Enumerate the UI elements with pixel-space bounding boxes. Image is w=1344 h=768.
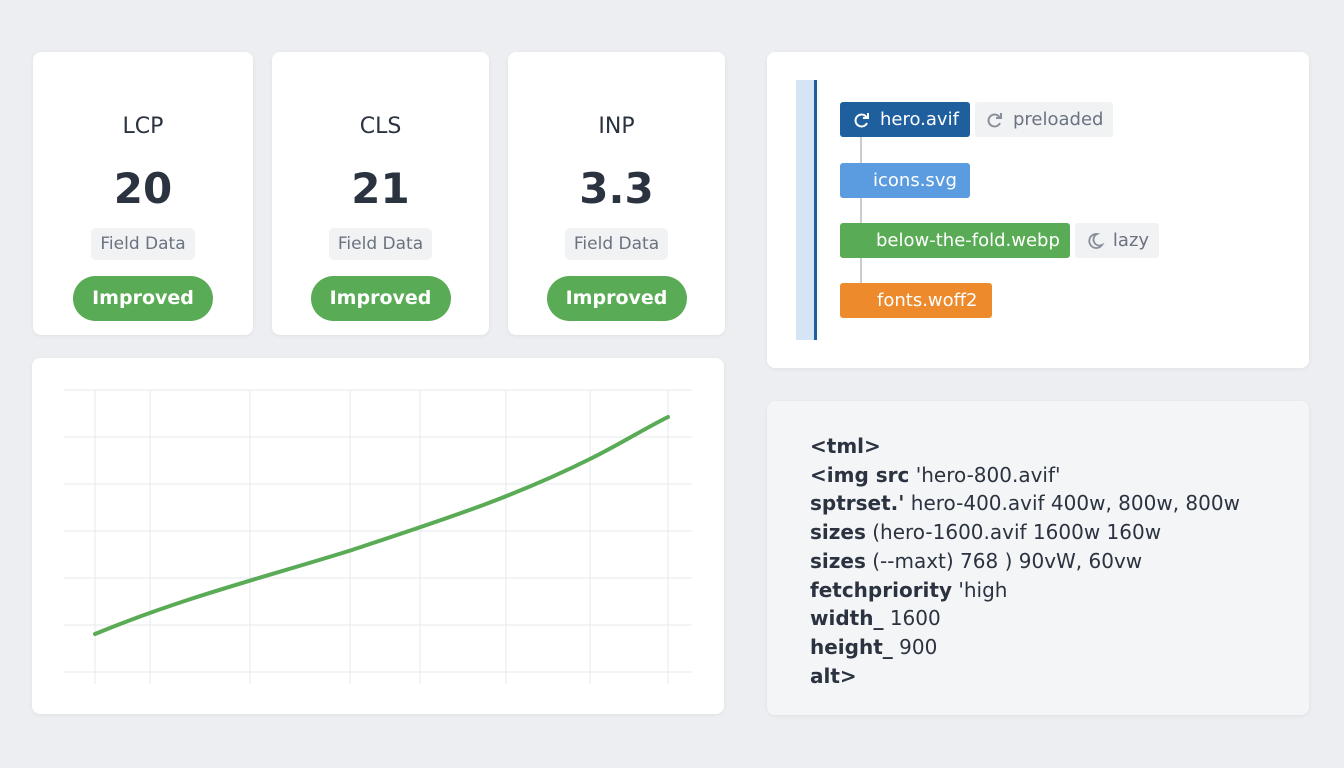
- code-line: fetchpriority 'high: [810, 576, 1240, 605]
- lazy-icon: [1088, 232, 1105, 249]
- tag-text: preloaded: [1013, 109, 1104, 130]
- status-badge: Improved: [310, 276, 451, 321]
- metric-card: LCP 20 Field Data Improved: [33, 52, 253, 335]
- code-line: height_ 900: [810, 633, 1240, 662]
- resource: hero.avif: [840, 102, 970, 137]
- metric-value: 21: [351, 164, 410, 213]
- metric-label: LCP: [122, 114, 164, 139]
- resource: fonts.woff2: [840, 283, 992, 318]
- resource-tag: lazy: [1074, 223, 1160, 258]
- code-value: (--maxt) 768 ) 90vW, 60vw: [872, 548, 1143, 573]
- timeline-line: [814, 80, 817, 340]
- metric-source: Field Data: [91, 228, 195, 260]
- metric-card: INP 3.3 Field Data Improved: [508, 52, 725, 335]
- metric-label: CLS: [359, 114, 402, 139]
- resource-name: fonts.woff2: [877, 290, 978, 311]
- code-line: sptrset.' hero-400.avif 400w, 800w, 800w: [810, 489, 1240, 518]
- preload-icon: [987, 112, 1002, 127]
- code-key: sptrset.': [810, 491, 905, 516]
- resource-row: fonts.woff2: [840, 283, 992, 318]
- code-key: alt>: [810, 663, 857, 688]
- code-key: sizes: [810, 548, 866, 573]
- resource-row: below-the-fold.webp lazy: [840, 223, 1160, 258]
- code-card: [767, 401, 1309, 715]
- chart-card: [32, 358, 724, 714]
- resource-row: icons.svg: [840, 163, 970, 198]
- code-key: height_: [810, 634, 893, 659]
- metric-label: INP: [598, 114, 635, 139]
- code-line: alt>: [810, 662, 1240, 691]
- code-value: 'high: [958, 577, 1008, 602]
- code-value: (hero-1600.avif 1600w 160w: [872, 520, 1162, 545]
- code-line: width_ 1600: [810, 604, 1240, 633]
- grid: [64, 389, 692, 684]
- status-badge: Improved: [73, 276, 213, 321]
- code-block: <tml> <img src 'hero-800.avif' sptrset.' h…: [810, 432, 1240, 690]
- resource-name: icons.svg: [873, 170, 957, 191]
- code-key: fetchpriority: [810, 577, 953, 602]
- waterfall-card: [767, 52, 1309, 368]
- metric-card: CLS 21 Field Data Improved: [272, 52, 489, 335]
- connector: [860, 137, 862, 283]
- timeline-track: [796, 80, 816, 340]
- status-badge: Improved: [546, 276, 687, 321]
- code-key: width_: [810, 606, 884, 631]
- metric-value: 3.3: [579, 164, 654, 213]
- metric-value: 20: [113, 164, 173, 213]
- code-line: <img src 'hero-800.avif': [810, 461, 1240, 490]
- code-line: sizes (--maxt) 768 ) 90vW, 60vw: [810, 547, 1240, 576]
- resource-tag: preloaded: [975, 102, 1114, 137]
- resource-name: below-the-fold.webp: [876, 230, 1060, 251]
- code-value: 900: [899, 634, 938, 659]
- resource: icons.svg: [840, 163, 970, 198]
- code-key: <tml>: [810, 434, 881, 458]
- resource-name: hero.avif: [880, 109, 959, 130]
- resource: below-the-fold.webp: [840, 223, 1070, 258]
- code-line: sizes (hero-1600.avif 1600w 160w: [810, 518, 1240, 547]
- trend-line: [93, 415, 670, 636]
- code-key: sizes: [810, 520, 866, 545]
- code-line: <tml>: [810, 432, 1240, 461]
- preload-icon: [854, 112, 869, 127]
- resource-row: hero.avif preloaded: [840, 102, 1114, 137]
- code-value: 'hero-800.avif': [915, 462, 1061, 487]
- metric-source: Field Data: [328, 228, 433, 260]
- code-value: 1600: [889, 606, 941, 631]
- trend-chart: [64, 389, 692, 684]
- tag-text: lazy: [1112, 230, 1150, 251]
- metric-source: Field Data: [564, 228, 669, 260]
- code-key: <img src: [810, 462, 910, 487]
- code-value: hero-400.avif 400w, 800w, 800w: [910, 491, 1240, 516]
